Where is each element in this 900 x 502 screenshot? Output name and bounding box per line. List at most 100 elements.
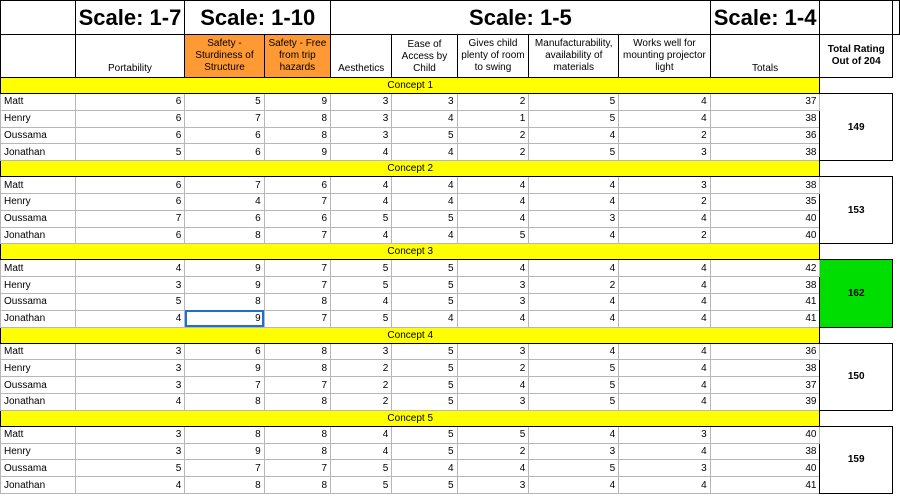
row-total-cell[interactable]: 38 xyxy=(709,359,821,378)
score-cell[interactable]: 8 xyxy=(184,226,265,245)
score-cell[interactable]: 2 xyxy=(456,442,530,461)
score-cell[interactable]: 5 xyxy=(456,226,530,245)
row-total-cell[interactable]: 40 xyxy=(709,425,821,444)
score-cell[interactable]: 3 xyxy=(456,292,530,311)
concept-label[interactable]: Concept 4 xyxy=(0,326,821,344)
score-cell[interactable]: 5 xyxy=(391,476,458,494)
concept-label[interactable]: Concept 2 xyxy=(0,160,821,178)
score-cell[interactable]: 4 xyxy=(528,259,620,278)
score-cell[interactable]: 5 xyxy=(456,425,530,444)
score-cell[interactable]: 6 xyxy=(74,93,186,111)
score-cell[interactable]: 9 xyxy=(263,93,332,111)
score-cell[interactable]: 3 xyxy=(456,476,530,494)
score-cell[interactable]: 4 xyxy=(330,176,393,194)
row-total-cell[interactable]: 41 xyxy=(709,292,821,311)
score-cell[interactable]: 5 xyxy=(74,143,186,162)
score-cell[interactable]: 2 xyxy=(528,276,620,294)
score-cell[interactable]: 6 xyxy=(263,209,332,228)
score-cell[interactable]: 3 xyxy=(74,359,186,378)
score-cell[interactable]: 4 xyxy=(618,276,711,294)
row-total-cell[interactable]: 40 xyxy=(709,209,821,228)
score-cell[interactable]: 3 xyxy=(330,342,393,361)
score-cell[interactable]: 4 xyxy=(74,476,186,494)
row-total-cell[interactable]: 38 xyxy=(709,143,821,162)
score-cell[interactable]: 1 xyxy=(456,109,530,128)
score-cell[interactable]: 5 xyxy=(391,209,458,228)
header-room-swing[interactable]: Gives child plenty of room to swing xyxy=(456,34,530,78)
score-cell[interactable]: 9 xyxy=(184,309,265,328)
score-cell[interactable]: 5 xyxy=(391,259,458,278)
score-cell[interactable]: 2 xyxy=(456,143,530,162)
score-cell[interactable]: 4 xyxy=(74,392,186,411)
row-total-cell[interactable]: 39 xyxy=(709,392,821,411)
evaluator-name-cell[interactable]: Jonathan xyxy=(0,143,76,162)
concept-total-rating[interactable]: 150 xyxy=(819,342,893,411)
header-aesthetics[interactable]: Aesthetics xyxy=(330,34,393,78)
score-cell[interactable]: 4 xyxy=(618,259,711,278)
name-header-cell[interactable] xyxy=(0,34,76,78)
score-cell[interactable]: 2 xyxy=(330,376,393,394)
score-cell[interactable]: 4 xyxy=(330,192,393,211)
score-cell[interactable]: 2 xyxy=(456,359,530,378)
evaluator-name-cell[interactable]: Oussama xyxy=(0,209,76,228)
evaluator-name-cell[interactable]: Matt xyxy=(0,342,76,361)
row-total-cell[interactable]: 41 xyxy=(709,476,821,494)
score-cell[interactable]: 5 xyxy=(330,476,393,494)
score-cell[interactable]: 7 xyxy=(263,309,332,328)
score-cell[interactable]: 4 xyxy=(528,192,620,211)
score-cell[interactable]: 4 xyxy=(330,226,393,245)
score-cell[interactable]: 7 xyxy=(263,259,332,278)
score-cell[interactable]: 8 xyxy=(263,126,332,145)
concept-total-rating[interactable]: 162 xyxy=(819,259,893,328)
score-cell[interactable]: 6 xyxy=(184,143,265,162)
score-cell[interactable]: 4 xyxy=(618,376,711,394)
score-cell[interactable]: 3 xyxy=(618,176,711,194)
score-cell[interactable]: 4 xyxy=(456,209,530,228)
score-cell[interactable]: 5 xyxy=(391,342,458,361)
header-ease-access[interactable]: Ease of Access by Child xyxy=(391,34,458,78)
evaluator-name-cell[interactable]: Henry xyxy=(0,359,76,378)
score-cell[interactable]: 3 xyxy=(330,93,393,111)
score-cell[interactable]: 7 xyxy=(74,209,186,228)
score-cell[interactable]: 7 xyxy=(263,276,332,294)
score-cell[interactable]: 3 xyxy=(456,276,530,294)
concept-label[interactable]: Concept 1 xyxy=(0,77,821,94)
score-cell[interactable]: 8 xyxy=(263,292,332,311)
score-cell[interactable]: 4 xyxy=(618,476,711,494)
score-cell[interactable]: 8 xyxy=(184,425,265,444)
concept-label[interactable]: Concept 3 xyxy=(0,243,821,261)
score-cell[interactable]: 4 xyxy=(528,176,620,194)
score-cell[interactable]: 4 xyxy=(528,309,620,328)
scale-1-4[interactable]: Scale: 1-4 xyxy=(709,0,821,35)
row-total-cell[interactable]: 42 xyxy=(709,259,821,278)
score-cell[interactable]: 9 xyxy=(184,359,265,378)
score-cell[interactable]: 9 xyxy=(184,276,265,294)
score-cell[interactable]: 4 xyxy=(618,359,711,378)
row-total-cell[interactable]: 38 xyxy=(709,442,821,461)
concept-total-rating[interactable]: 149 xyxy=(819,92,893,162)
score-cell[interactable]: 5 xyxy=(528,93,620,111)
score-cell[interactable]: 5 xyxy=(184,93,265,111)
score-cell[interactable]: 3 xyxy=(74,276,186,294)
score-cell[interactable]: 4 xyxy=(528,342,620,361)
evaluator-name-cell[interactable]: Oussama xyxy=(0,376,76,394)
score-cell[interactable]: 4 xyxy=(74,309,186,328)
score-cell[interactable]: 5 xyxy=(330,276,393,294)
score-cell[interactable]: 4 xyxy=(618,392,711,411)
scale-1-7[interactable]: Scale: 1-7 xyxy=(74,0,186,35)
score-cell[interactable]: 4 xyxy=(330,143,393,162)
evaluator-name-cell[interactable]: Henry xyxy=(0,192,76,211)
row-total-cell[interactable]: 36 xyxy=(709,126,821,145)
score-cell[interactable]: 8 xyxy=(263,425,332,444)
score-cell[interactable]: 4 xyxy=(330,442,393,461)
score-cell[interactable]: 4 xyxy=(391,192,458,211)
score-cell[interactable]: 5 xyxy=(528,392,620,411)
score-cell[interactable]: 4 xyxy=(456,459,530,478)
score-cell[interactable]: 4 xyxy=(618,209,711,228)
score-cell[interactable]: 3 xyxy=(391,93,458,111)
evaluator-name-cell[interactable]: Oussama xyxy=(0,292,76,311)
score-cell[interactable]: 6 xyxy=(184,209,265,228)
row-total-cell[interactable]: 37 xyxy=(709,93,821,111)
row-total-cell[interactable]: 38 xyxy=(709,109,821,128)
score-cell[interactable]: 2 xyxy=(618,226,711,245)
